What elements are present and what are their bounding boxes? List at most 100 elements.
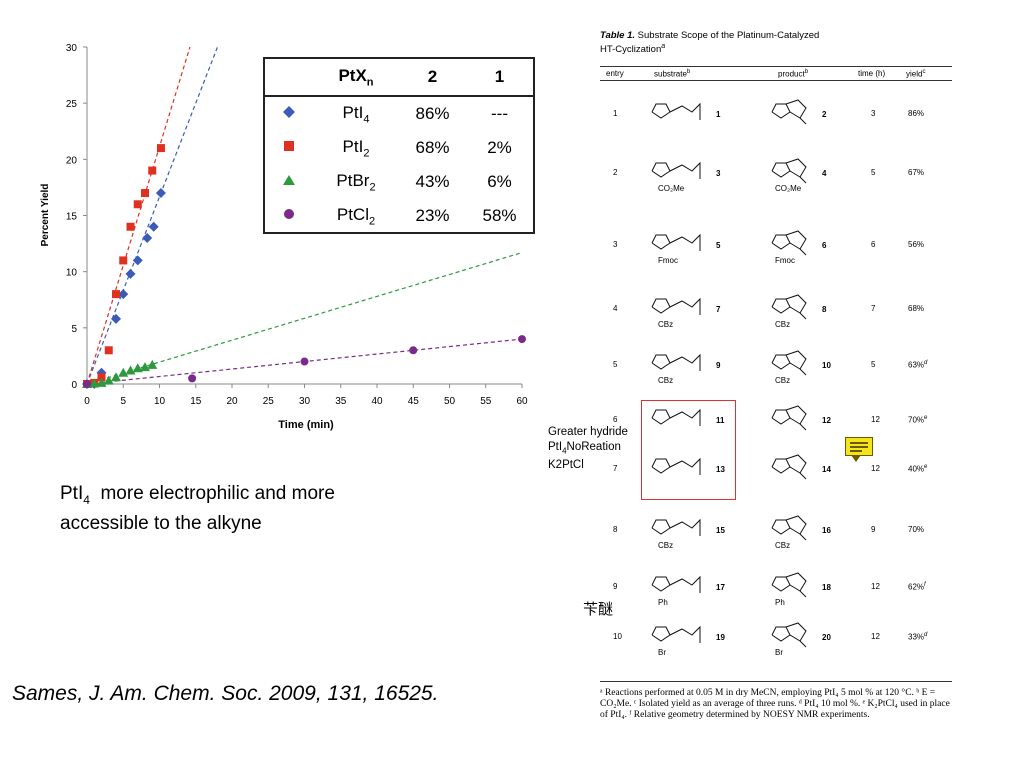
product-number: 10	[822, 361, 831, 370]
table-cell-time: 6	[871, 240, 876, 249]
product-exo-alkene	[799, 176, 807, 184]
substrate-ring	[651, 458, 671, 474]
product-ring-2	[785, 294, 807, 314]
table-cell-entry: 5	[613, 360, 618, 369]
table-rule-bottom	[600, 681, 952, 682]
data-point	[132, 363, 143, 373]
product-exo-alkene	[799, 533, 807, 541]
product-number: 2	[822, 110, 827, 119]
circle-marker-icon	[284, 209, 294, 219]
substrate-chain	[669, 353, 701, 371]
substrate-ring	[651, 409, 671, 425]
product-label: CO₂Me	[775, 184, 802, 193]
product-exo-alkene	[799, 368, 807, 376]
substrate-number: 17	[716, 583, 725, 592]
substrate-ring	[651, 298, 671, 314]
header-time: time (h)	[858, 69, 886, 78]
x-tick-label: 10	[154, 396, 166, 407]
product-label: CBz	[775, 320, 791, 329]
substrate-chain	[669, 102, 701, 120]
product-ring	[771, 458, 791, 474]
substrate-number: 3	[716, 169, 721, 178]
substrate-ring	[651, 103, 671, 119]
data-point	[155, 188, 166, 199]
legend-row: PtI4 86% ---	[265, 96, 533, 131]
x-tick-label: 45	[408, 396, 420, 407]
table-cell-entry: 3	[613, 240, 618, 249]
data-point	[89, 378, 100, 388]
product-number: 20	[822, 633, 831, 642]
substrate-ring	[651, 234, 671, 250]
product-exo-alkene	[799, 117, 807, 125]
data-point	[148, 166, 157, 175]
data-point	[132, 255, 143, 266]
electrophilic-note: PtI4 more electrophilic and more accessi…	[60, 483, 335, 534]
product-ring	[771, 298, 791, 314]
substrate-ring	[651, 162, 671, 178]
x-tick-label: 5	[120, 396, 126, 407]
product-ring-2	[785, 350, 807, 370]
data-point	[111, 313, 121, 324]
yield-footnote-mark: d	[924, 360, 928, 366]
chinese-note: 苄醚	[583, 600, 614, 618]
comment-icon[interactable]	[845, 437, 873, 462]
trend-line	[86, 46, 219, 385]
product-ring-2	[785, 622, 807, 642]
header-yield: yieldc	[906, 69, 926, 79]
diamond-marker-icon	[283, 106, 295, 118]
substrate-label: CBz	[658, 320, 674, 329]
kinetics-chart: 0 5 10 15 20 25 30 0 5 10 15 20 25 30 35 40 45 50 55 60 Tim…	[40, 43, 528, 431]
x-tick-label: 35	[335, 396, 347, 407]
substrate-label: Br	[658, 648, 666, 657]
substrate-chain	[669, 575, 701, 593]
substrate-label: Fmoc	[658, 256, 678, 265]
y-tick-label: 0	[71, 380, 77, 391]
data-point	[188, 374, 197, 383]
y-tick-label: 5	[71, 324, 77, 335]
square-marker-icon	[284, 141, 294, 151]
legend-header-col1: 2	[399, 59, 466, 97]
substrate-label: Ph	[658, 598, 668, 607]
substrate-label: CBz	[658, 541, 674, 550]
table-cell-entry: 8	[613, 525, 618, 534]
table-cell-yield: 56%	[908, 240, 925, 249]
product-ring	[771, 234, 791, 250]
table-rule-top	[600, 66, 952, 67]
data-point	[97, 373, 106, 382]
product-ring	[771, 576, 791, 592]
data-point	[103, 375, 114, 385]
table-cell-time: 12	[871, 415, 880, 424]
x-tick-label: 25	[263, 396, 275, 407]
legend-row: PtBr2 43% 6%	[265, 165, 533, 199]
table-cell-yield: 68%	[908, 304, 925, 313]
product-exo-alkene	[799, 248, 807, 256]
y-tick-label: 30	[66, 43, 78, 54]
table-cell-time: 5	[871, 168, 876, 177]
data-point	[300, 357, 309, 366]
table-cell-entry: 2	[613, 168, 618, 177]
x-tick-label: 50	[444, 396, 456, 407]
header-product: productb	[778, 69, 809, 79]
substrate-chain	[669, 408, 701, 426]
triangle-marker-icon	[283, 175, 295, 185]
y-tick-label: 25	[66, 99, 78, 110]
table-cell-yield: 67%	[908, 168, 925, 177]
substrate-number: 15	[716, 526, 725, 535]
product-label: CBz	[775, 541, 791, 550]
table-cell-time: 12	[871, 632, 880, 641]
annotation-note: Greater hydride PtI4NoReation K2PtCl	[548, 426, 628, 472]
substrate-ring	[651, 626, 671, 642]
x-tick-label: 55	[480, 396, 492, 407]
data-point	[142, 232, 153, 243]
y-tick-label: 15	[66, 212, 78, 223]
product-ring	[771, 103, 791, 119]
legend-header-col2: 1	[466, 59, 533, 97]
product-ring	[771, 162, 791, 178]
substrate-number: 1	[716, 110, 721, 119]
table-cell-time: 12	[871, 582, 880, 591]
substrate-ring	[651, 354, 671, 370]
product-ring-2	[785, 230, 807, 250]
chart-axes: 0 5 10 15 20 25 30 0 5 10 15 20 25 30 35 40 45 50 55 60	[66, 43, 528, 407]
substrate-chain	[669, 518, 701, 536]
product-ring	[771, 626, 791, 642]
